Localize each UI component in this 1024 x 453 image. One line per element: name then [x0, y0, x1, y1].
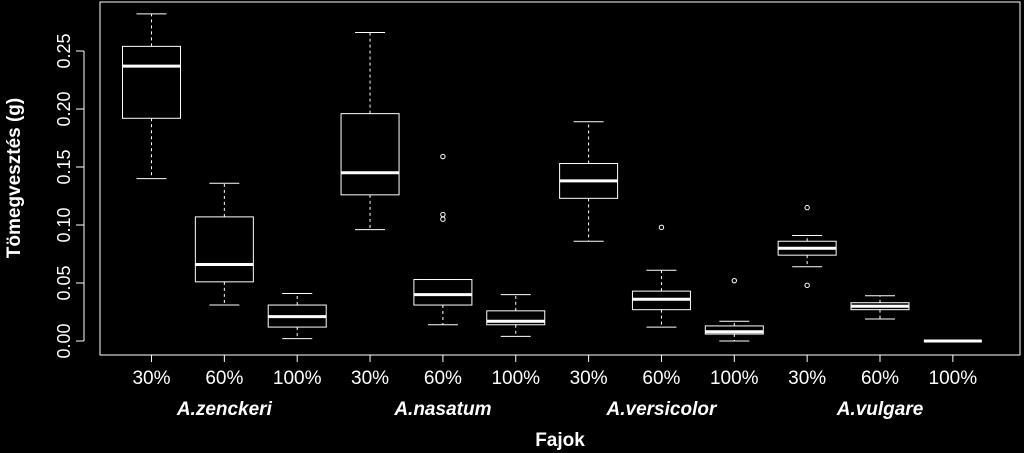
box-A.nasatum-60% [413, 153, 473, 326]
x-tick-label: 30% [570, 368, 608, 389]
plot-frame [99, 1, 1021, 356]
species-label: A.nasatum [393, 399, 491, 420]
iqr-box [194, 216, 254, 283]
species-label: A.vulgare [836, 399, 924, 420]
x-tick-label: 60% [205, 368, 243, 389]
outlier-point [440, 216, 446, 222]
boxes [122, 13, 982, 343]
iqr-box [340, 113, 400, 196]
outlier-point [804, 204, 810, 211]
x-tick-label: 30% [351, 368, 389, 389]
y-tick-label: 0.10 [54, 207, 74, 242]
outlier-point [658, 224, 665, 231]
species-label: A.zenckeri [176, 399, 273, 420]
x-tick-label: 30% [132, 368, 170, 389]
x-tick-label: 60% [861, 368, 899, 389]
box-A.nasatum-100% [486, 294, 546, 337]
y-tick-label: 0.00 [54, 323, 74, 358]
x-tick-label: 30% [788, 368, 826, 389]
iqr-box [413, 279, 473, 306]
y-tick-label: 0.20 [54, 91, 74, 126]
x-tick-label: 100% [929, 368, 978, 389]
box-A.zenckeri-30% [122, 13, 181, 180]
box-A.vulgare-30% [777, 204, 837, 289]
box-A.nasatum-30% [340, 31, 400, 231]
species-label: A.versicolor [606, 399, 718, 420]
box-A.versicolor-30% [559, 121, 619, 242]
outlier-point [440, 211, 446, 218]
x-tick-label: 60% [642, 368, 680, 389]
x-tick-label: 60% [424, 368, 462, 389]
x-tick-label: 100% [710, 368, 759, 389]
box-A.vulgare-60% [850, 295, 910, 320]
y-tick-label: 0.05 [54, 265, 74, 300]
box-A.zenckeri-100% [267, 292, 327, 340]
outlier-point [804, 282, 810, 289]
y-tick-label: 0.25 [54, 33, 74, 68]
iqr-box [704, 325, 764, 335]
x-tick-label: 100% [491, 368, 540, 389]
y-tick-label: 0.15 [54, 149, 74, 184]
box-A.versicolor-60% [631, 224, 691, 328]
y-axis: 0.00 0.05 0.10 0.15 0.20 0.25 [54, 33, 85, 359]
iqr-box [486, 310, 546, 326]
x-axis-title: Fajok [535, 430, 585, 451]
outlier-point [440, 153, 446, 160]
y-axis-title: Tömegvesztés (g) [4, 98, 25, 258]
outlier-point [731, 277, 737, 284]
box-A.versicolor-100% [704, 277, 764, 342]
iqr-box [122, 45, 181, 119]
x-tick-label: 100% [273, 368, 322, 389]
box-A.zenckeri-60% [194, 182, 254, 306]
